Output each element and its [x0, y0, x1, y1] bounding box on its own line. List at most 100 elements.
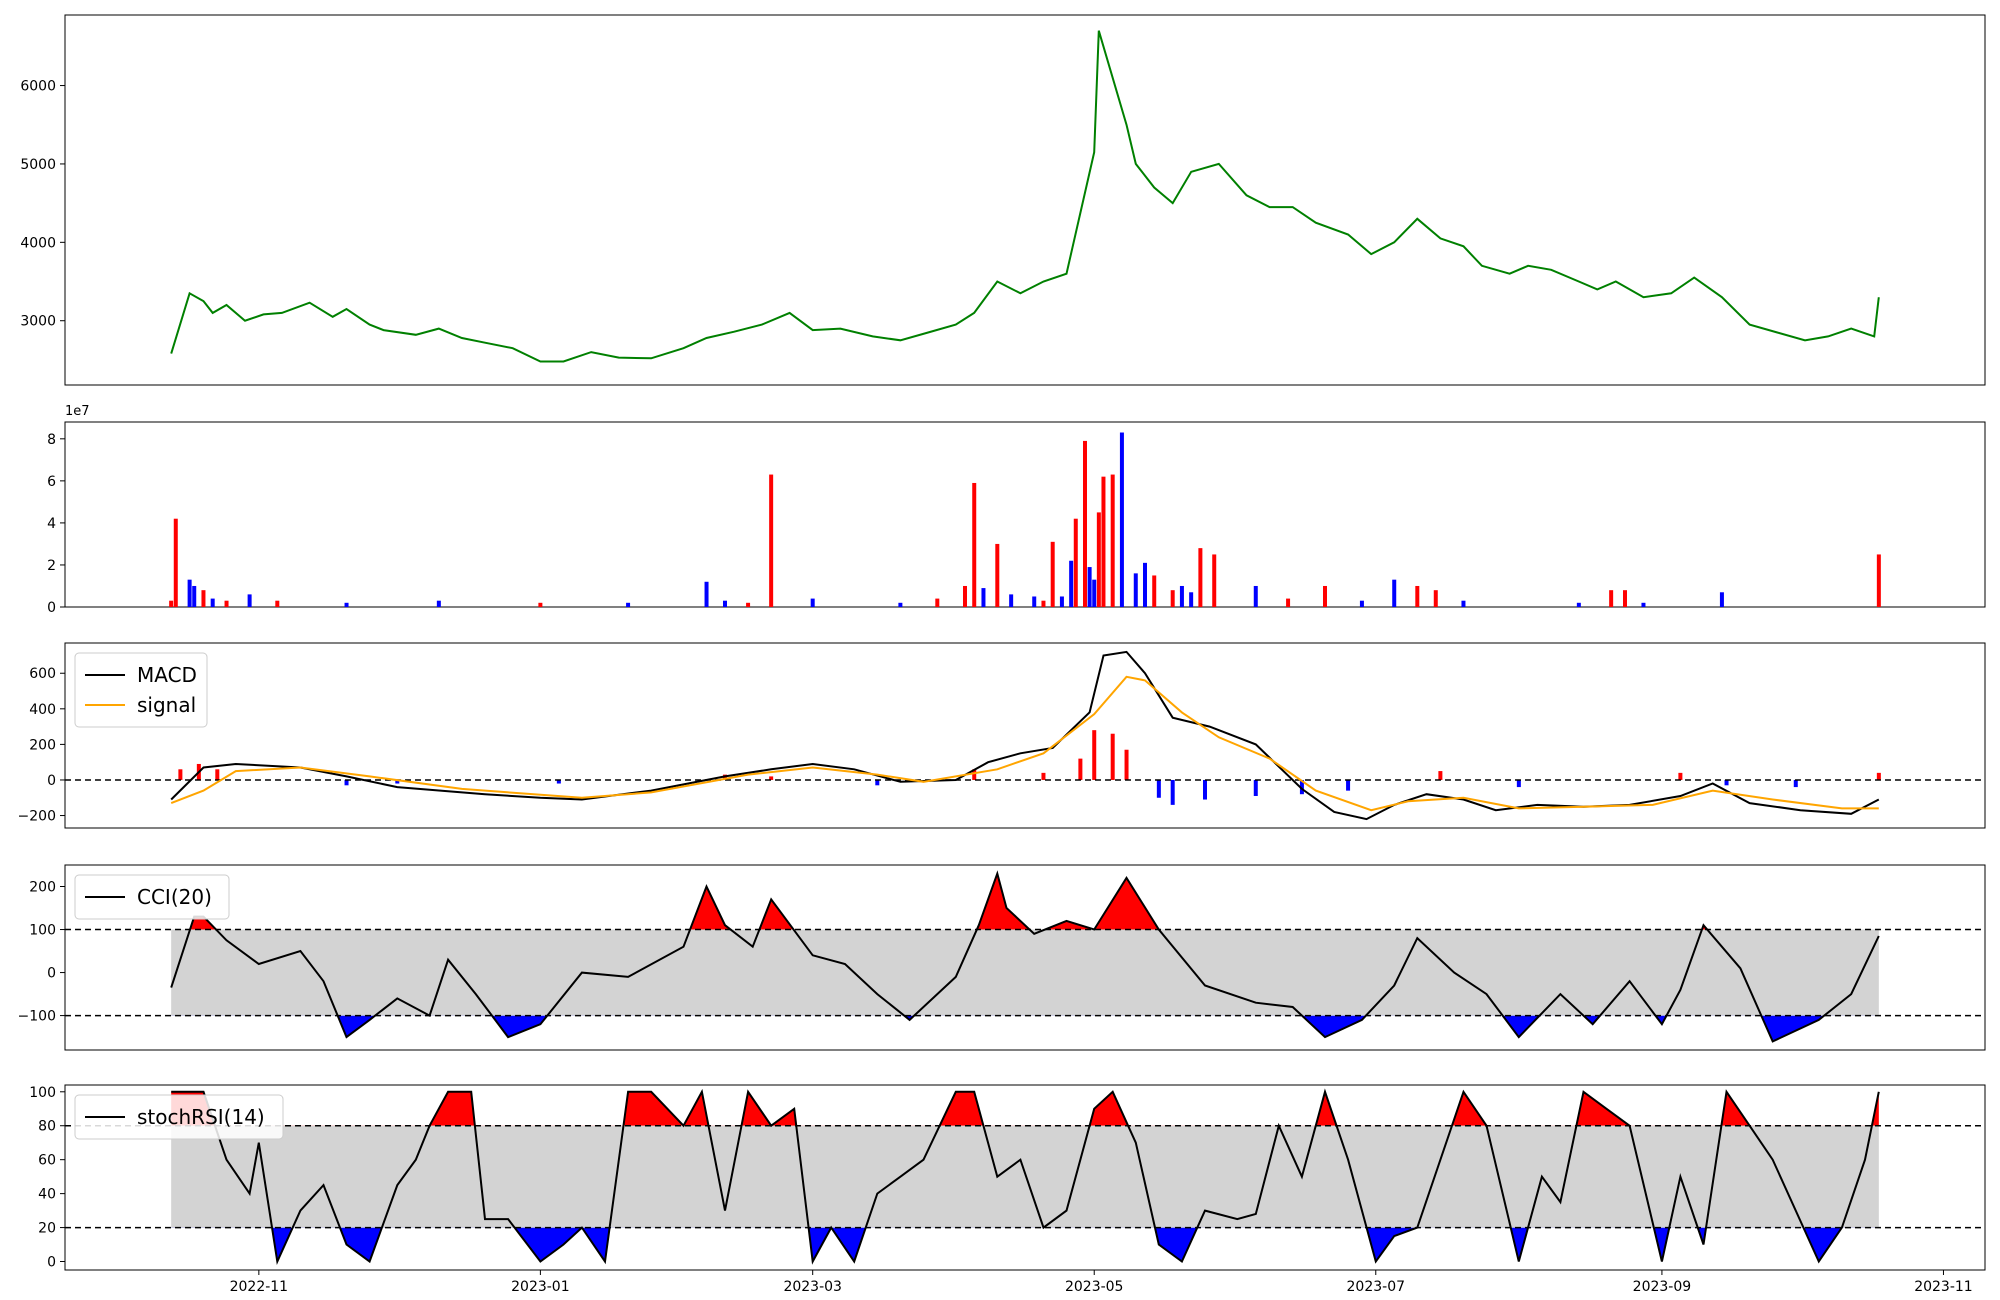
neutral-band: [171, 1125, 1879, 1228]
y-tick-label: 100: [29, 1085, 56, 1101]
volume-bar: [173, 518, 178, 607]
volume-bar: [1133, 573, 1138, 607]
volume-bar: [1092, 579, 1097, 607]
macd-histogram-bar: [769, 776, 774, 780]
volume-bar: [1641, 602, 1646, 607]
volume-bar: [1576, 602, 1581, 607]
macd-histogram-bar: [1793, 779, 1798, 788]
volume-bar: [1083, 440, 1087, 607]
axes-frame: [64, 864, 1986, 1051]
macd-histogram-bar: [1516, 779, 1521, 788]
macd-histogram-bar: [1678, 772, 1683, 780]
volume-bar: [538, 602, 543, 607]
volume-bar: [1415, 585, 1420, 607]
legend-label: CCI(20): [137, 885, 212, 909]
y-tick-label: 4: [47, 516, 56, 532]
volume-bar: [1170, 590, 1175, 607]
volume-bar: [1286, 598, 1291, 607]
macd-histogram-bar: [972, 769, 977, 780]
volume-bar: [344, 602, 349, 607]
y-tick-label: 20: [38, 1221, 56, 1237]
y-tick-label: 200: [29, 880, 56, 896]
volume-bar: [769, 474, 774, 607]
legend-box: [74, 652, 208, 728]
macd-histogram-bar: [556, 779, 561, 784]
x-tick-label: 2023-09: [1633, 1279, 1692, 1295]
x-tick-label: 2023-11: [1914, 1279, 1973, 1295]
y-tick-label: 400: [29, 702, 56, 718]
volume-bar: [704, 581, 709, 607]
volume-bar: [1719, 592, 1724, 607]
volume-bar: [1087, 567, 1092, 607]
volume-bar: [1110, 474, 1115, 607]
cci-panel: −100 0 100 200 CCI(20): [18, 864, 1986, 1051]
legend-label: stochRSI(14): [137, 1105, 265, 1129]
price-panel: 3000 4000 5000 6000: [20, 14, 1986, 386]
axes-frame: [64, 1084, 1986, 1271]
y-tick-label: 0: [47, 773, 56, 789]
macd-histogram-bar: [1876, 772, 1881, 780]
volume-bar: [187, 579, 192, 607]
y-tick-label: 0: [47, 600, 56, 616]
volume-bar: [1073, 518, 1078, 607]
volume-bar: [201, 590, 206, 607]
macd-histogram-bar: [1156, 779, 1161, 798]
volume-bar: [247, 594, 252, 607]
macd-histogram-bar: [1438, 771, 1443, 780]
volume-bar: [995, 543, 1000, 607]
volume-scale-label: 1e7: [65, 404, 90, 419]
macd-histogram-bar: [215, 769, 220, 780]
volume-bar: [1032, 596, 1037, 607]
volume-bar: [626, 602, 631, 607]
y-tick-label: 6: [47, 474, 56, 490]
y-tick-label: 0: [47, 1255, 56, 1271]
volume-bar: [1876, 554, 1881, 607]
volume-bar: [723, 600, 727, 607]
price-line: [170, 30, 1880, 363]
volume-bar: [1009, 594, 1014, 607]
y-tick-label: −200: [18, 809, 56, 825]
macd-histogram-bar: [1724, 779, 1729, 786]
volume-bar: [1041, 600, 1046, 607]
volume-bar: [275, 600, 280, 607]
volume-bar: [981, 588, 986, 607]
legend-label: MACD: [137, 663, 197, 687]
axes-frame: [64, 421, 1986, 608]
y-tick-label: 8: [47, 432, 56, 448]
volume-bar: [1143, 562, 1147, 607]
macd-histogram-bar: [1110, 733, 1115, 780]
x-tick-label: 2023-07: [1347, 1279, 1406, 1295]
axes-frame: [64, 642, 1986, 829]
macd-histogram-bar: [1041, 772, 1046, 780]
volume-bar: [1359, 600, 1364, 607]
macd-histogram-bar: [875, 779, 880, 786]
x-tick-label: 2023-01: [511, 1279, 570, 1295]
legend-label: signal: [137, 693, 196, 717]
neutral-band: [171, 929, 1879, 1016]
volume-bar: [963, 585, 967, 607]
stochrsi-line: [171, 1088, 1880, 1265]
volume-bar: [1623, 590, 1627, 607]
x-tick-label: 2023-03: [783, 1279, 842, 1295]
y-tick-label: 100: [29, 923, 56, 939]
macd-histogram-bar: [1170, 779, 1175, 805]
y-tick-label: 600: [29, 666, 56, 682]
volume-bar: [210, 598, 215, 607]
volume-bar: [436, 600, 441, 607]
y-tick-label: −100: [18, 1009, 56, 1025]
volume-panel: 1e7 0 2 4 6 8: [47, 404, 1986, 616]
macd-histogram-bar: [1124, 749, 1129, 780]
volume-bar: [1323, 585, 1327, 607]
macd-histogram-bar: [1203, 779, 1207, 800]
volume-bar: [1119, 432, 1124, 607]
volume-bar: [1609, 590, 1614, 607]
x-tick-label: 2023-05: [1065, 1279, 1124, 1295]
x-tick-label: 2022-11: [230, 1279, 289, 1295]
legend-box: [74, 874, 230, 920]
macd-histogram-bar: [1346, 779, 1351, 791]
cci-line: [170, 870, 1880, 1043]
y-tick-label: 60: [38, 1153, 56, 1169]
macd-histogram-bar: [1092, 730, 1097, 780]
